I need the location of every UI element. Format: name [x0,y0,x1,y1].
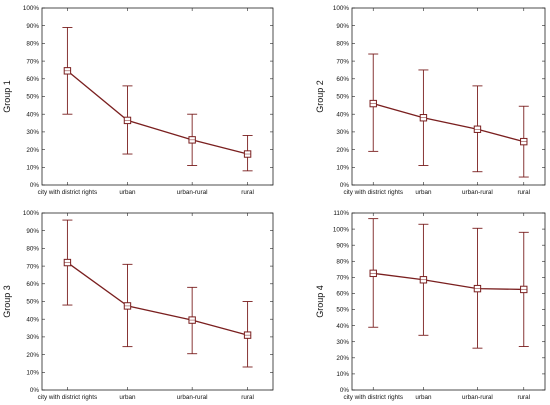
y-tick-label: 80% [336,41,349,48]
plot-frame [41,212,274,391]
y-axis-label: Group 4 [315,285,325,318]
x-tick-label: urban-rural [177,394,208,401]
y-tick-label: 90% [26,23,39,30]
y-axis-label: Group 2 [315,80,325,113]
series-line [66,70,248,155]
y-tick-label: 20% [26,147,39,154]
chart-panel-2: 0% 10% 20% 30% 40% 50% 60% 70% 80% 90% 100% city wi… [315,5,546,196]
chart-panel-1: 0% 10% 20% 30% 40% 50% 60% 70% 80% 90% 100% city wi… [2,5,274,196]
y-tick-label: 40% [336,111,349,118]
plot-frame [41,7,274,186]
x-tick-label: city with district rights [343,189,402,196]
x-tick-label: urban-rural [462,189,493,196]
x-tick-label: urban [415,394,432,401]
y-tick-label: 30% [336,339,349,346]
x-tick-label: urban [119,189,136,196]
x-tick-label: rural [517,189,530,196]
y-tick-label: 70% [336,275,349,282]
series-line [67,262,248,336]
y-tick-label: 20% [336,355,349,362]
y-tick-label: 0% [340,182,350,189]
y-axis-label: Group 3 [2,285,12,318]
series-line [373,272,524,291]
x-tick-label: urban [119,394,136,401]
x-tick-label: city with district rights [343,394,402,401]
y-tick-label: 90% [336,23,349,30]
x-tick-label: urban-rural [177,189,208,196]
y-tick-label: 10% [336,371,349,378]
chart-panel-4: 0% 10% 20% 30% 40% 50% 60% 70% 80% 90% 100% 110% cit… [315,210,546,401]
y-tick-label: 90% [26,228,39,235]
y-tick-label: 30% [336,129,349,136]
x-tick-label: rural [241,189,254,196]
y-tick-label: 100% [333,5,350,12]
y-tick-label: 10% [336,165,349,172]
x-tick-label: urban [415,189,432,196]
y-tick-label: 40% [26,316,39,323]
y-tick-label: 100% [23,5,40,12]
y-tick-label: 10% [26,165,39,172]
plot-frame [351,7,546,186]
y-tick-label: 20% [26,352,39,359]
x-tick-label: rural [517,394,530,401]
y-tick-label: 30% [26,129,39,136]
y-tick-label: 50% [336,94,349,101]
y-tick-label: 50% [26,299,39,306]
y-tick-label: 80% [26,246,39,253]
y-tick-label: 110% [333,210,349,217]
x-tick-label: city with district rights [38,189,97,196]
x-tick-label: rural [241,394,254,401]
y-tick-label: 70% [26,263,39,270]
y-tick-label: 70% [26,58,39,65]
chart-panel-3: 0% 10% 20% 30% 40% 50% 60% 70% 80% 90% 100% city wi… [2,210,274,401]
y-tick-label: 40% [26,111,39,118]
y-tick-label: 100% [333,226,350,233]
y-tick-label: 90% [336,242,349,249]
y-tick-label: 20% [336,147,349,154]
y-tick-label: 50% [26,94,39,101]
y-tick-label: 80% [336,258,349,265]
y-tick-label: 100% [23,210,40,217]
y-tick-label: 30% [26,334,39,341]
y-tick-label: 40% [336,323,349,330]
y-tick-label: 60% [336,291,349,298]
y-tick-label: 60% [26,281,39,288]
x-tick-label: city with district rights [38,394,97,401]
y-tick-label: 70% [336,58,349,65]
x-tick-label: urban-rural [462,394,493,401]
y-tick-label: 0% [30,387,40,394]
y-tick-label: 80% [26,41,39,48]
y-tick-label: 0% [340,387,350,394]
y-tick-label: 10% [26,370,39,377]
y-axis-label: Group 1 [2,80,12,113]
plot-frame [351,212,546,391]
series-line [373,102,524,143]
y-tick-label: 0% [30,182,40,189]
y-tick-label: 50% [336,307,349,314]
y-tick-label: 60% [26,76,39,83]
y-tick-label: 60% [336,76,349,83]
